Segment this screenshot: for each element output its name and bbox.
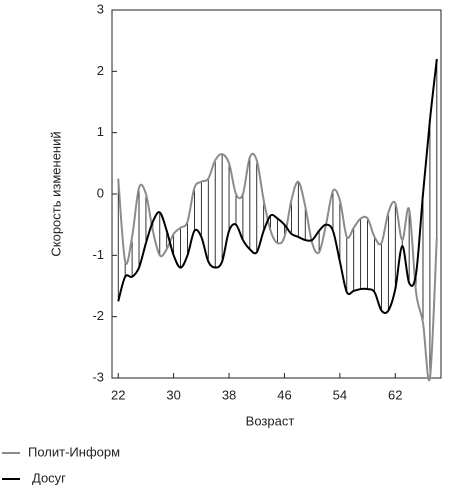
y-tick-label: 2 xyxy=(97,63,104,78)
y-tick-label: -1 xyxy=(92,247,104,262)
y-axis-label: Скорость изменений xyxy=(48,131,63,256)
x-tick-label: 30 xyxy=(166,387,180,402)
series-line xyxy=(117,152,438,382)
x-axis-label: Возраст xyxy=(246,413,295,428)
y-tick-label: 3 xyxy=(97,1,104,16)
x-tick-label: 46 xyxy=(277,387,291,402)
x-tick-label: 62 xyxy=(388,387,402,402)
plot-frame xyxy=(111,9,442,379)
y-tick-label: 1 xyxy=(97,124,104,139)
y-tick-label: -2 xyxy=(92,308,104,323)
y-tick-label: -3 xyxy=(92,369,104,384)
x-tick-label: 54 xyxy=(333,387,347,402)
legend-label: Досуг xyxy=(32,470,66,485)
series-line xyxy=(117,58,438,315)
x-tick-label: 22 xyxy=(111,387,125,402)
x-tick-label: 38 xyxy=(222,387,236,402)
y-tick-label: 0 xyxy=(97,185,104,200)
legend-label: Полит-Информ xyxy=(28,444,120,459)
